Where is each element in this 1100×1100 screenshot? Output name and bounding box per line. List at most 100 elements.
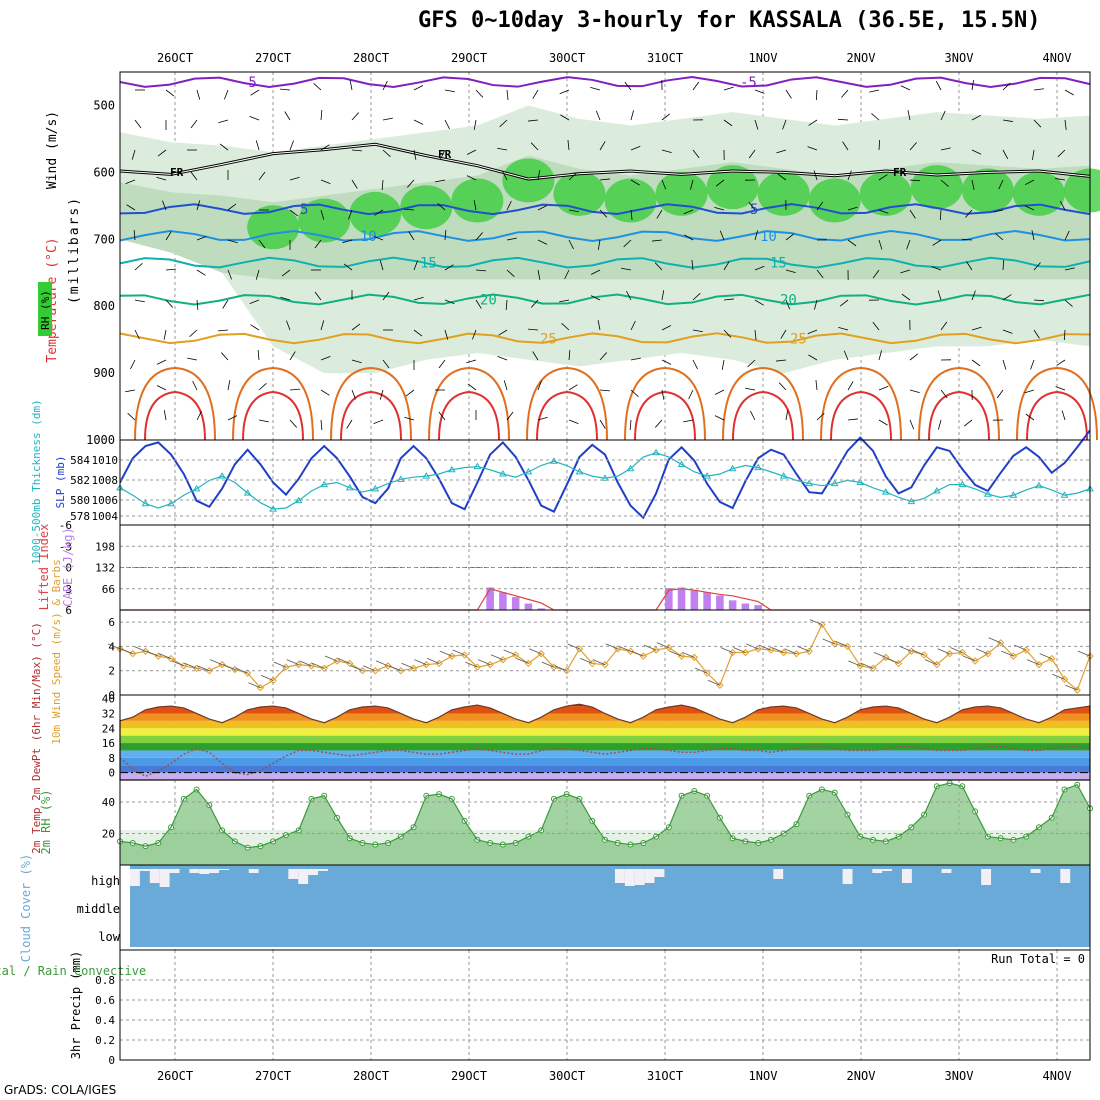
wind-barb (224, 89, 229, 100)
lifted-index-axis-label: Lifted Index (37, 524, 51, 611)
wind-barb (284, 111, 291, 121)
isotherm-35-arc (928, 390, 990, 441)
wind-barb (590, 295, 601, 301)
li-tick-label: -6 (59, 519, 72, 532)
wind-barb (475, 89, 484, 98)
freezing-label: FR (893, 166, 907, 179)
wind10-barb (873, 651, 886, 658)
thickness-axis-label: 1000-500mb Thickness (dm) (30, 399, 43, 565)
wind-barb (1033, 262, 1041, 271)
wind-barb (530, 142, 539, 151)
wind10-barb (261, 675, 274, 681)
freezing-level-inner (119, 143, 1091, 180)
wind-barb (961, 238, 973, 241)
thickness-marker (575, 467, 584, 475)
wind-barb (221, 352, 229, 361)
wind-barb (289, 140, 294, 151)
wind10-barb (286, 659, 299, 666)
wind-barb (472, 329, 477, 340)
rh2m-area (120, 783, 1090, 865)
wind-barb (1024, 389, 1035, 394)
wind-barb (258, 383, 267, 391)
temp-band (120, 728, 1090, 736)
li-tick-label: 0 (65, 562, 72, 575)
thickness-marker (652, 448, 660, 456)
date-label-top: 26OCT (157, 51, 193, 65)
isotherm-30-arc (820, 366, 902, 441)
wind10-barb (299, 660, 312, 667)
wind-barb (847, 418, 858, 421)
wind10-barb (158, 653, 172, 659)
wind-barb (776, 149, 787, 154)
wind-barb (684, 234, 694, 241)
panel-frame (119, 609, 1091, 696)
wind-barb (661, 359, 672, 365)
wind-barb (537, 416, 548, 421)
wind-barb (971, 80, 974, 91)
rh-legend-swatch (38, 282, 52, 336)
cloud-level-label: high (91, 874, 120, 888)
wind-barb (808, 354, 818, 361)
wind-barb (813, 170, 818, 181)
slp-axis-label: SLP (mb) (54, 456, 67, 509)
wind-barb (842, 141, 849, 151)
wind-barb (532, 351, 539, 361)
wind-barb (314, 239, 322, 249)
wind-barb (190, 171, 198, 181)
wind-barb (222, 299, 229, 309)
wind-barb (971, 326, 982, 331)
wind-barb (838, 327, 849, 331)
wind-barb (750, 410, 756, 421)
wind-barb (466, 149, 477, 155)
wind-barb (714, 415, 725, 421)
wind-barb (505, 299, 508, 310)
thickness-marker (984, 490, 992, 497)
cape-bar (741, 603, 750, 610)
wind-barb (404, 208, 415, 211)
wind-barb (343, 263, 353, 271)
isotherm-35-arc (438, 390, 500, 441)
wind10-barb (911, 649, 925, 656)
wind-barb (382, 149, 391, 157)
wind-barb (971, 179, 975, 190)
wind-barb (909, 142, 917, 151)
wind10-tick-label: 4 (108, 640, 115, 653)
wind-barb (1064, 267, 1075, 271)
wind-barb (498, 329, 508, 336)
date-label-top: 29OCT (451, 51, 487, 65)
wind10-barb (643, 644, 657, 651)
millibars-axis-label: (millibars) (67, 196, 82, 304)
wind10-barb (337, 658, 350, 664)
wind10-barb (1026, 659, 1040, 666)
temp-band (120, 704, 1090, 707)
wind10-barb (554, 665, 567, 672)
cape-bar (690, 590, 699, 610)
wind-barb (348, 209, 353, 220)
wind10-barb (107, 643, 121, 650)
wind-barb (747, 359, 756, 368)
wind-barb (1002, 149, 1009, 160)
rh-core-blob (1064, 168, 1100, 213)
thickness-marker (779, 472, 788, 479)
wind-barb (559, 89, 570, 95)
wind-barb (971, 359, 981, 367)
wind-barb (754, 265, 765, 271)
wind10-barb (171, 660, 184, 667)
wind-barb (567, 140, 570, 151)
wind10-barb (733, 647, 746, 653)
wind-barb (909, 419, 915, 430)
temp-band (120, 757, 1090, 766)
lifted-index-line (120, 588, 1090, 611)
wind-barb (847, 381, 854, 391)
wind-barb (869, 89, 880, 93)
wind-barb (599, 419, 606, 429)
isotherm-30-arc (624, 366, 706, 441)
wind-barb (878, 385, 889, 391)
wind-barb (939, 209, 942, 221)
wind10-barb (720, 647, 733, 653)
wind-barb (900, 85, 911, 91)
wind-barb (878, 139, 881, 151)
isotherm-35-arc (144, 390, 206, 441)
wind10-barb (809, 619, 823, 625)
wind10-barb (133, 645, 146, 652)
